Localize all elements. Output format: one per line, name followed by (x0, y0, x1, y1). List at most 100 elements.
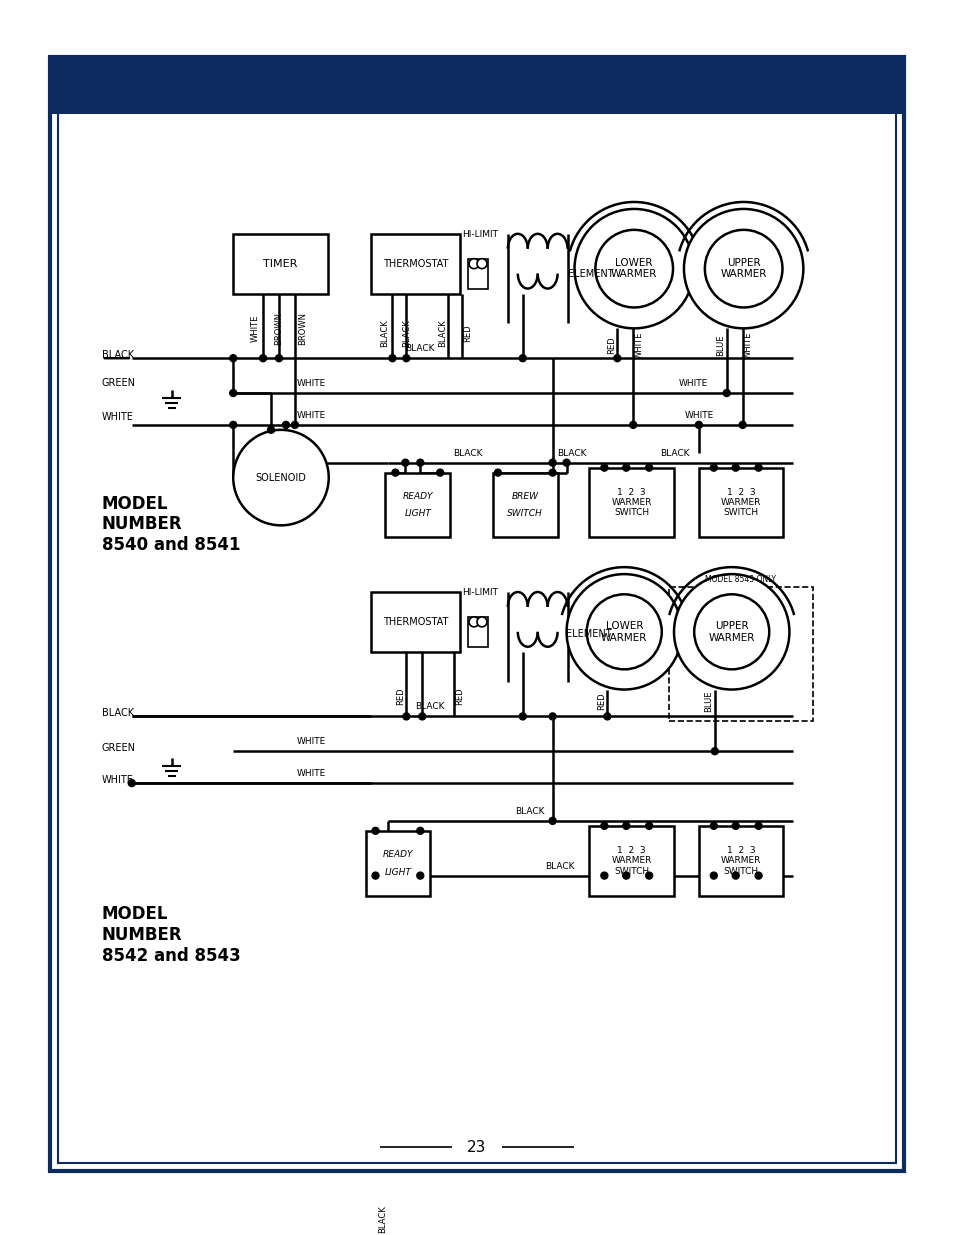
Text: 1  2  3
WARMER
SWITCH: 1 2 3 WARMER SWITCH (611, 846, 651, 876)
Circle shape (694, 594, 768, 669)
Circle shape (418, 713, 425, 720)
Circle shape (739, 421, 745, 429)
Circle shape (645, 823, 652, 830)
Bar (668, 587, 813, 721)
Circle shape (549, 818, 556, 824)
Circle shape (372, 872, 378, 879)
Circle shape (755, 464, 761, 471)
Text: HI-LIMIT: HI-LIMIT (461, 230, 497, 238)
Circle shape (600, 823, 607, 830)
Text: BLACK: BLACK (102, 709, 133, 719)
Text: MODEL 8543 ONLY: MODEL 8543 ONLY (704, 576, 776, 584)
Circle shape (755, 872, 761, 879)
Bar (51, 57, 902, 1171)
Circle shape (372, 827, 378, 835)
Bar (58, 64, 895, 1163)
Text: WHITE: WHITE (295, 769, 325, 778)
Circle shape (600, 464, 607, 471)
Circle shape (436, 469, 443, 477)
Text: GREEN: GREEN (102, 743, 135, 753)
Circle shape (600, 872, 607, 879)
Circle shape (549, 713, 556, 720)
Circle shape (629, 421, 636, 429)
Circle shape (416, 827, 423, 835)
Text: BLACK: BLACK (416, 703, 444, 711)
Text: 23: 23 (467, 1140, 486, 1155)
Text: GREEN: GREEN (102, 378, 135, 388)
Text: TIMER: TIMER (263, 258, 297, 269)
Bar (370, 592, 459, 652)
Text: READY: READY (402, 492, 433, 500)
Circle shape (469, 258, 478, 269)
Text: WHITE: WHITE (295, 737, 325, 746)
Text: BLACK: BLACK (102, 351, 133, 361)
Text: WHITE: WHITE (102, 412, 133, 422)
Circle shape (401, 459, 409, 466)
Circle shape (645, 464, 652, 471)
Circle shape (549, 459, 556, 466)
Text: BLACK: BLACK (377, 1205, 387, 1233)
Circle shape (230, 421, 236, 429)
Circle shape (603, 713, 610, 720)
Circle shape (710, 823, 717, 830)
Circle shape (233, 430, 329, 525)
Text: BLACK: BLACK (379, 320, 389, 347)
Circle shape (128, 779, 135, 787)
Circle shape (704, 230, 781, 308)
Circle shape (389, 354, 395, 362)
Circle shape (566, 574, 681, 689)
Circle shape (518, 354, 526, 362)
Bar (365, 831, 430, 895)
Text: BROWN: BROWN (298, 312, 307, 345)
Text: LIGHT: LIGHT (384, 868, 411, 877)
Circle shape (282, 421, 289, 429)
Text: SWITCH: SWITCH (507, 509, 542, 519)
Text: UPPER
WARMER: UPPER WARMER (720, 258, 766, 279)
Circle shape (710, 872, 717, 879)
Text: WHITE: WHITE (683, 411, 713, 420)
Circle shape (722, 389, 729, 396)
Text: BLUE: BLUE (716, 335, 724, 356)
Circle shape (230, 389, 236, 396)
Text: HI-LIMIT: HI-LIMIT (461, 588, 497, 597)
Text: 1  2  3
WARMER
SWITCH: 1 2 3 WARMER SWITCH (611, 488, 651, 517)
Circle shape (267, 426, 274, 433)
Circle shape (695, 421, 701, 429)
Text: ELEMENT: ELEMENT (567, 269, 613, 279)
Bar (370, 233, 459, 294)
Circle shape (674, 574, 788, 689)
Text: 1  2  3
WARMER
SWITCH: 1 2 3 WARMER SWITCH (720, 846, 760, 876)
Text: RED: RED (463, 325, 472, 342)
Text: BLACK: BLACK (544, 862, 574, 871)
Circle shape (586, 594, 661, 669)
Text: WHITE: WHITE (743, 331, 752, 359)
Circle shape (732, 872, 739, 879)
Text: BLACK: BLACK (453, 448, 482, 458)
Circle shape (416, 872, 423, 879)
Bar (589, 468, 674, 537)
Text: RED: RED (606, 336, 616, 354)
Bar (493, 473, 557, 537)
Text: BROWN: BROWN (274, 312, 283, 345)
Circle shape (732, 464, 739, 471)
Text: BLACK: BLACK (659, 448, 689, 458)
Circle shape (574, 209, 693, 329)
Circle shape (755, 823, 761, 830)
Bar (699, 826, 782, 895)
Text: WHITE: WHITE (251, 315, 259, 342)
Text: LOWER
WARMER: LOWER WARMER (600, 621, 647, 642)
Text: WHITE: WHITE (295, 379, 325, 388)
Circle shape (469, 618, 478, 627)
Text: MODEL
NUMBER
8540 and 8541: MODEL NUMBER 8540 and 8541 (102, 494, 240, 555)
Circle shape (613, 354, 620, 362)
Circle shape (291, 421, 298, 429)
Text: BLUE: BLUE (703, 690, 713, 713)
Circle shape (622, 872, 629, 879)
Bar (51, 57, 902, 115)
Bar (589, 826, 674, 895)
Text: WHITE: WHITE (295, 411, 325, 420)
Text: THERMOSTAT: THERMOSTAT (382, 258, 448, 269)
Circle shape (275, 354, 282, 362)
Text: MODEL
NUMBER
8542 and 8543: MODEL NUMBER 8542 and 8543 (102, 905, 240, 965)
Text: LIGHT: LIGHT (404, 509, 431, 519)
